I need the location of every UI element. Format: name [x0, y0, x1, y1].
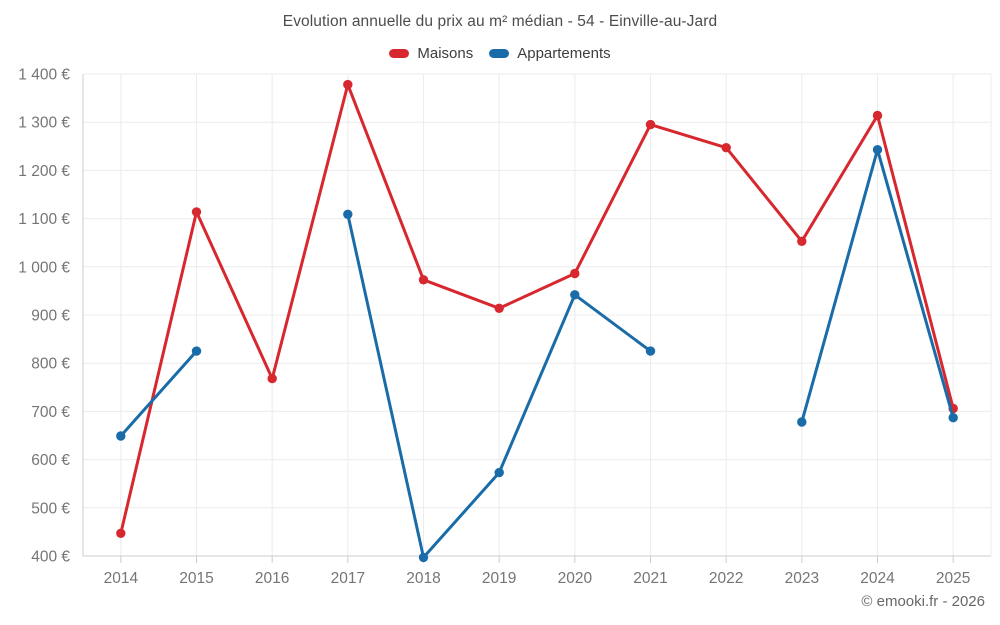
y-tick-label: 600 € — [31, 452, 70, 469]
data-point-appartements-2020[interactable] — [570, 290, 580, 300]
x-tick-label: 2017 — [331, 570, 365, 587]
x-tick-label: 2024 — [860, 570, 895, 587]
x-gridlines — [120, 74, 992, 563]
data-point-appartements-2023[interactable] — [797, 417, 807, 427]
data-point-maisons-2020[interactable] — [570, 268, 580, 279]
data-point-appartements-2015[interactable] — [191, 346, 202, 356]
y-tick-label: 800 € — [31, 356, 70, 373]
y-tick-label: 400 € — [31, 549, 70, 566]
legend-item-maisons[interactable]: Maisons — [389, 45, 473, 62]
y-tick-label: 900 € — [31, 308, 70, 325]
data-point-appartements-2014[interactable] — [116, 431, 126, 441]
data-point-maisons-2016[interactable] — [267, 373, 277, 384]
data-point-appartements-2021[interactable] — [645, 346, 656, 356]
x-tick-label: 2020 — [558, 570, 593, 587]
maisons-color-swatch — [389, 49, 410, 58]
copyright-credit: © emooki.fr - 2026 — [861, 593, 985, 610]
x-tick-label: 2023 — [785, 570, 819, 587]
series-maisons — [116, 79, 958, 538]
y-tick-label: 500 € — [31, 500, 70, 517]
legend-label-appartements: Appartements — [517, 45, 611, 62]
y-tick-label: 1 400 € — [18, 67, 70, 84]
x-tick-label: 2016 — [255, 570, 289, 587]
y-axis-labels: 400 € 500 € 600 € 700 € 800 € 900 € 1 000 € 1 1… — [18, 67, 70, 566]
x-tick-label: 2019 — [482, 570, 516, 587]
data-point-appartements-2018[interactable] — [418, 552, 429, 563]
data-point-maisons-2023[interactable] — [797, 236, 807, 246]
chart-legend: Maisons Appartements — [0, 45, 1000, 62]
data-point-maisons-2022[interactable] — [721, 143, 731, 153]
series-line-appartements — [119, 148, 955, 559]
data-point-appartements-2019[interactable] — [494, 467, 504, 478]
y-tick-label: 1 200 € — [18, 163, 70, 180]
data-point-maisons-2024[interactable] — [872, 110, 883, 121]
x-tick-label: 2021 — [633, 570, 667, 587]
y-tick-label: 1 100 € — [18, 211, 70, 228]
data-point-maisons-2014[interactable] — [116, 528, 126, 538]
x-tick-label: 2022 — [709, 570, 743, 587]
appartements-color-swatch — [489, 49, 510, 58]
data-point-appartements-2024[interactable] — [872, 145, 883, 155]
data-point-appartements-2017[interactable] — [343, 209, 353, 219]
data-point-maisons-2015[interactable] — [191, 207, 202, 217]
data-point-maisons-2018[interactable] — [418, 275, 429, 285]
x-tick-label: 2025 — [936, 570, 970, 587]
x-tick-label: 2018 — [406, 570, 440, 587]
x-axis-labels: 2014 2015 2016 2017 2018 2019 2020 2021 2022 2023… — [104, 570, 971, 587]
y-tick-label: 1 000 € — [18, 259, 70, 276]
data-point-maisons-2021[interactable] — [645, 119, 656, 130]
data-point-maisons-2017[interactable] — [343, 79, 353, 90]
y-tick-label: 700 € — [31, 404, 70, 421]
chart-title: Evolution annuelle du prix au m² médian … — [282, 13, 718, 30]
x-tick-label: 2014 — [104, 570, 139, 587]
legend-label-maisons: Maisons — [417, 45, 474, 62]
y-tick-label: 1 300 € — [18, 115, 70, 132]
x-tick-label: 2015 — [179, 570, 213, 587]
legend-item-appartements[interactable]: Appartements — [489, 45, 611, 62]
data-point-maisons-2019[interactable] — [494, 303, 504, 313]
data-point-appartements-2025[interactable] — [948, 413, 958, 423]
series-line-maisons — [119, 83, 955, 535]
series-appartements — [116, 145, 958, 563]
y-gridlines — [83, 73, 991, 509]
